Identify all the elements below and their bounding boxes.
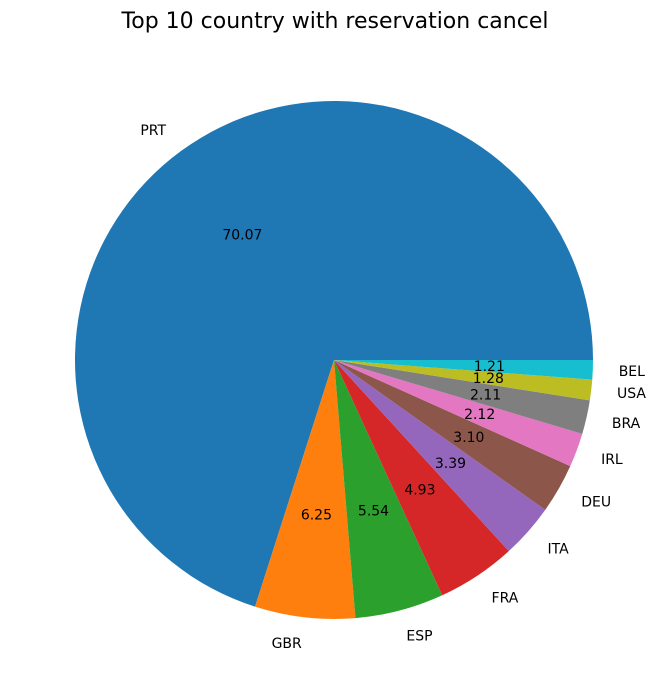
chart-title: Top 10 country with reservation cancel — [121, 9, 549, 34]
pct-label-irl: 2.12 — [464, 407, 495, 423]
pie-slice-fra — [334, 360, 509, 596]
slice-label-gbr: GBR — [272, 636, 302, 652]
pct-label-prt: 70.07 — [222, 227, 262, 243]
pie-slice-esp — [334, 360, 443, 619]
pie-slice-irl — [334, 360, 583, 467]
slice-label-prt: PRT — [140, 123, 166, 139]
pct-label-ita: 3.39 — [435, 456, 466, 472]
pie-slice-bra — [334, 360, 590, 434]
pct-label-usa: 1.28 — [473, 371, 504, 387]
pie-slice-usa — [334, 360, 593, 401]
slice-label-usa: USA — [617, 386, 646, 402]
pct-label-esp: 5.54 — [358, 503, 389, 519]
slice-label-esp: ESP — [406, 629, 432, 645]
pct-label-gbr: 6.25 — [301, 507, 332, 523]
pie-slice-deu — [334, 360, 571, 510]
slice-label-deu: DEU — [581, 494, 611, 510]
pie-labels: PRT 70.07 GBR 6.25 ESP 5.54 FRA 4.93 ITA 3.39 DEU 3… — [140, 123, 646, 652]
pie-slice-prt — [75, 101, 594, 607]
pct-label-bra: 2.11 — [470, 387, 501, 403]
slice-label-ita: ITA — [548, 542, 570, 558]
pct-label-deu: 3.10 — [453, 430, 484, 446]
pie-slice-ita — [334, 360, 546, 552]
slice-label-bel: BEL — [619, 364, 645, 380]
pie-slices — [75, 101, 594, 620]
slice-label-irl: IRL — [601, 452, 623, 468]
pct-label-bel: 1.21 — [474, 359, 505, 375]
pct-label-fra: 4.93 — [404, 482, 435, 498]
pie-slice-gbr — [255, 360, 356, 620]
slice-label-fra: FRA — [492, 590, 519, 606]
pie-slice-bel — [334, 360, 593, 380]
slice-label-bra: BRA — [612, 416, 641, 432]
